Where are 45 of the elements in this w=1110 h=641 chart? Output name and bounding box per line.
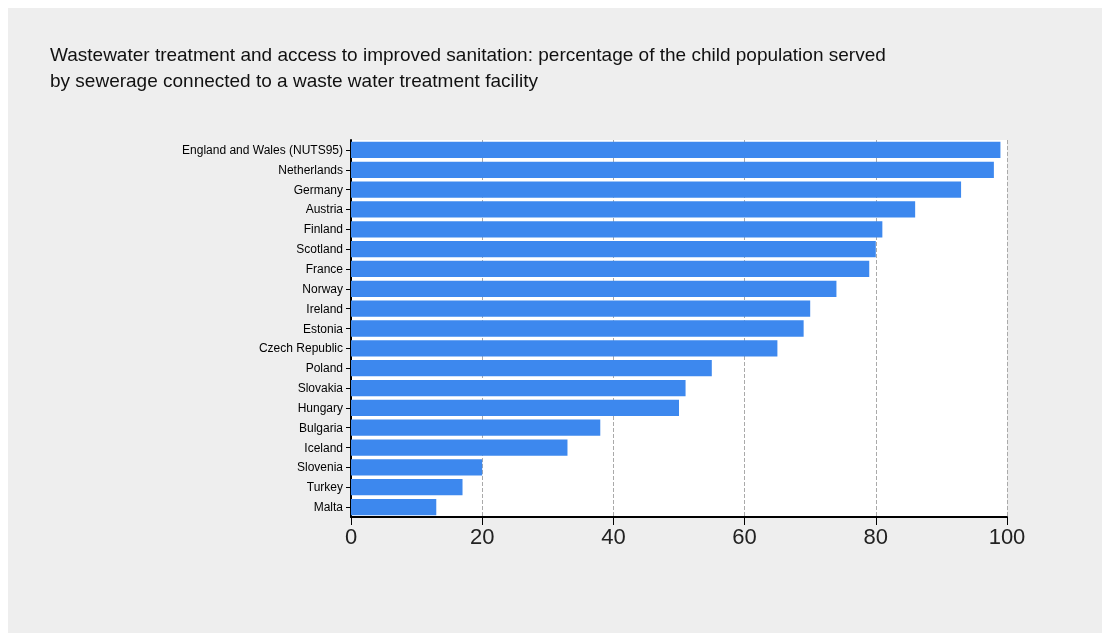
bar xyxy=(351,260,870,278)
y-tick-label: Austria xyxy=(305,202,344,217)
x-tick-label: 100 xyxy=(988,523,1026,549)
y-tick-label: Slovakia xyxy=(297,381,344,396)
y-tick-label: Turkey xyxy=(306,480,343,495)
y-tick-label: Estonia xyxy=(302,321,344,336)
bar xyxy=(351,379,686,397)
x-tick-label: 60 xyxy=(732,523,757,549)
y-tick-label: Slovenia xyxy=(296,460,344,475)
bar xyxy=(351,300,811,317)
y-tick-label: France xyxy=(305,261,344,276)
bar xyxy=(351,459,483,476)
bar xyxy=(351,399,679,416)
bar xyxy=(351,280,837,297)
bar xyxy=(351,479,463,496)
x-tick-label: 80 xyxy=(863,523,889,549)
y-tick-label: Malta xyxy=(313,500,344,515)
bar xyxy=(351,181,962,198)
x-tick-label: 20 xyxy=(469,523,495,549)
bar xyxy=(351,340,778,357)
y-tick-label: Norway xyxy=(302,281,343,296)
y-tick-label: Czech Republic xyxy=(258,341,343,356)
y-tick-label: Bulgaria xyxy=(298,420,344,435)
bar xyxy=(351,439,568,456)
y-tick-label: Scotland xyxy=(296,242,343,257)
chart-title: Wastewater treatment and access to improved sanitation: percentage of the child population served by sewerage connected to a waste water treatment facility xyxy=(50,43,886,91)
x-tick-label: 0 xyxy=(344,523,358,549)
bar xyxy=(351,419,601,436)
bar xyxy=(351,320,804,337)
bar xyxy=(351,498,437,516)
bar xyxy=(351,241,876,258)
bar xyxy=(351,201,916,218)
y-tick-label: Germany xyxy=(293,182,343,197)
y-tick-label: Ireland xyxy=(306,301,343,316)
y-tick-label: Netherlands xyxy=(278,162,343,177)
bar xyxy=(351,221,883,238)
bar xyxy=(351,360,712,377)
y-tick-label: Finland xyxy=(303,222,343,237)
y-tick-label: Iceland xyxy=(304,440,343,455)
x-tick-label: 40 xyxy=(601,523,626,549)
bar xyxy=(351,141,1001,159)
y-tick-label: England and Wales (NUTS95) xyxy=(182,142,343,157)
y-tick-label: Hungary xyxy=(297,400,343,415)
bar xyxy=(351,161,994,178)
y-tick-label: Poland xyxy=(305,361,343,376)
